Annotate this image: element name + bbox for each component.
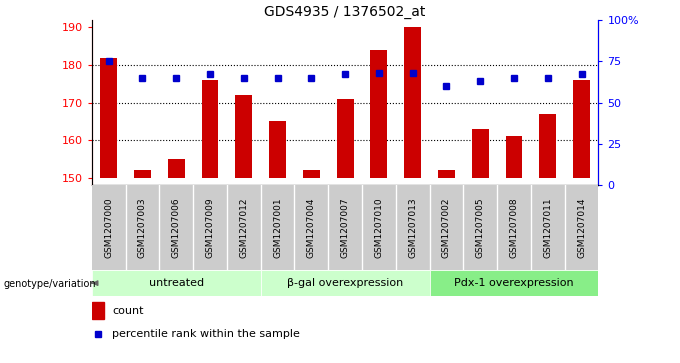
Bar	[539, 114, 556, 178]
Text: GSM1207001: GSM1207001	[273, 197, 282, 258]
Text: GSM1207002: GSM1207002	[442, 197, 451, 258]
Bar	[92, 270, 260, 296]
Text: GSM1207000: GSM1207000	[104, 197, 113, 258]
Text: genotype/variation: genotype/variation	[3, 279, 96, 289]
Text: GSM1207005: GSM1207005	[476, 197, 485, 258]
Text: GSM1207012: GSM1207012	[239, 197, 248, 258]
Title: GDS4935 / 1376502_at: GDS4935 / 1376502_at	[265, 5, 426, 19]
Text: GSM1207007: GSM1207007	[341, 197, 350, 258]
Bar	[438, 170, 455, 178]
Bar	[260, 270, 430, 296]
Bar	[269, 121, 286, 178]
Bar	[404, 28, 421, 178]
Text: GSM1207004: GSM1207004	[307, 197, 316, 258]
Text: count: count	[112, 306, 143, 316]
Text: Pdx-1 overexpression: Pdx-1 overexpression	[454, 278, 574, 288]
Text: GSM1207014: GSM1207014	[577, 197, 586, 258]
Text: GSM1207003: GSM1207003	[138, 197, 147, 258]
Text: GSM1207009: GSM1207009	[205, 197, 214, 258]
Bar	[573, 80, 590, 178]
Bar	[505, 136, 522, 178]
Bar	[201, 80, 218, 178]
Text: untreated: untreated	[149, 278, 204, 288]
Text: GSM1207013: GSM1207013	[408, 197, 417, 258]
Text: β-gal overexpression: β-gal overexpression	[287, 278, 403, 288]
Text: percentile rank within the sample: percentile rank within the sample	[112, 330, 300, 339]
Bar	[337, 99, 354, 178]
Bar	[371, 50, 388, 178]
Text: GSM1207011: GSM1207011	[543, 197, 552, 258]
Bar	[472, 129, 489, 178]
Text: GSM1207010: GSM1207010	[375, 197, 384, 258]
Bar	[303, 170, 320, 178]
Bar	[235, 95, 252, 178]
Bar	[92, 302, 105, 319]
Bar	[100, 57, 117, 178]
Bar	[430, 270, 598, 296]
Text: GSM1207006: GSM1207006	[172, 197, 181, 258]
Bar	[134, 170, 151, 178]
Text: GSM1207008: GSM1207008	[509, 197, 518, 258]
Bar	[168, 159, 185, 178]
